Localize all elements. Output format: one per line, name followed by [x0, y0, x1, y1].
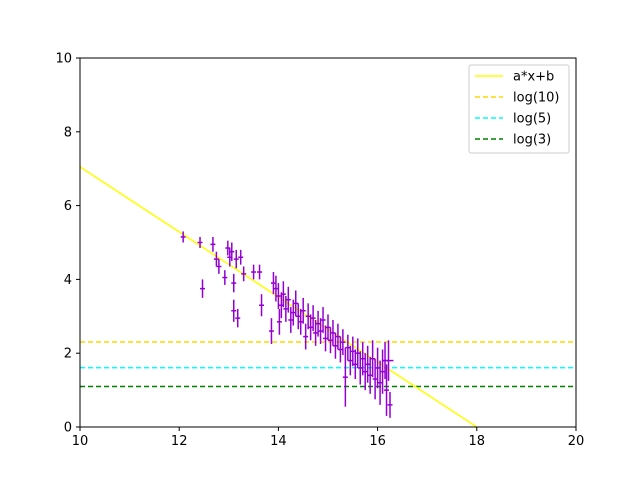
errorbar-point-33	[300, 297, 306, 324]
errorbar-point-43	[325, 314, 331, 341]
legend-label-0: a*x+b	[513, 70, 554, 85]
errorbar-point-59	[365, 345, 371, 383]
errorbar-point-17	[257, 264, 263, 280]
errorbar-point-39	[315, 310, 321, 337]
plot-frame	[79, 57, 577, 428]
errorbar-point-60	[367, 356, 373, 394]
errorbar-point-64	[377, 360, 383, 405]
errorbar-point-65	[380, 349, 386, 394]
errorbar-point-27	[285, 286, 291, 313]
errorbar-point-15	[241, 266, 247, 282]
errorbar-point-20	[270, 272, 276, 295]
errorbar-point-32	[298, 308, 304, 335]
errorbar-point-54	[352, 349, 358, 380]
legend-frame	[468, 64, 570, 154]
errorbar-point-2	[200, 279, 205, 298]
errorbar-point-68	[383, 340, 394, 381]
x-tick-label-2: 14	[270, 434, 287, 449]
x-tick-label-5: 20	[568, 434, 585, 449]
errorbar-point-18	[259, 294, 265, 317]
errorbar-point-40	[318, 318, 324, 344]
errorbar-point-48	[337, 336, 343, 363]
errorbar-point-34	[303, 323, 309, 350]
errorbar-point-16	[251, 264, 257, 280]
errorbar-point-62	[372, 358, 378, 400]
legend-label-2: log(5)	[513, 112, 551, 127]
errorbar-point-50	[342, 347, 348, 407]
errorbar-point-45	[330, 319, 336, 346]
errorbar-point-51	[345, 334, 351, 361]
errorbar-point-44	[328, 327, 333, 354]
errorbar-point-42	[323, 325, 328, 352]
errorbar-point-4	[213, 251, 219, 267]
errorbar-point-13	[235, 308, 241, 328]
y-tick-label-1: 2	[64, 347, 72, 362]
errorbar-point-41	[320, 307, 326, 333]
y-tick-label-3: 6	[64, 199, 72, 214]
errorbar-point-5	[216, 259, 222, 274]
errorbar-point-11	[231, 299, 237, 322]
legend: a*x+b log(10) log(5) log(3)	[468, 64, 570, 154]
x-tick-label-4: 18	[469, 434, 486, 449]
errorbar-point-58	[362, 353, 368, 391]
errorbar-point-9	[229, 242, 235, 261]
y-tick-label-4: 8	[64, 125, 72, 140]
errorbar-point-69	[387, 391, 393, 418]
errorbar-point-55	[355, 338, 361, 368]
y-tick-label-5: 10	[55, 52, 72, 67]
errorbar-point-53	[350, 336, 356, 367]
errorbar-point-1	[197, 236, 203, 249]
errorbar-point-61	[370, 340, 376, 378]
x-tick-label-0: 10	[72, 434, 89, 449]
errorbar-point-12	[233, 249, 239, 269]
errorbar-point-3	[210, 236, 216, 252]
errorbar-point-14	[238, 249, 244, 265]
errorbar-point-25	[280, 281, 286, 308]
errorbar-point-49	[340, 329, 346, 356]
errorbar-point-28	[288, 307, 294, 333]
errorbar-point-35	[305, 303, 311, 330]
errorbar-point-56	[357, 351, 363, 385]
errorbar-point-6	[222, 270, 228, 285]
x-tick-label-3: 16	[369, 434, 386, 449]
errorbar-point-67	[384, 364, 390, 416]
errorbar-point-19	[268, 318, 274, 344]
x-tick-label-1: 12	[171, 434, 188, 449]
errorbar-point-21	[273, 275, 279, 302]
legend-label-1: log(10)	[513, 91, 560, 106]
errorbar-point-0	[180, 231, 186, 243]
errorbar-point-23	[276, 308, 282, 335]
axis-ticks-layer: 10 12 14 16 18 20 0 2 4 6 8 10	[55, 52, 584, 450]
y-tick-label-0: 0	[64, 421, 72, 436]
errorbar-point-31	[295, 303, 301, 330]
errorbar-point-30	[293, 290, 299, 317]
errorbar-point-37	[310, 305, 316, 332]
errorbar-point-63	[375, 347, 381, 389]
errorbar-point-22	[275, 283, 281, 309]
errorbar-point-47	[335, 323, 341, 350]
y-tick-label-2: 4	[64, 273, 72, 288]
errorbar-point-10	[231, 273, 237, 293]
errorbar-point-57	[360, 342, 366, 376]
legend-label-3: log(3)	[513, 133, 551, 148]
errorbar-points-layer	[180, 231, 394, 418]
